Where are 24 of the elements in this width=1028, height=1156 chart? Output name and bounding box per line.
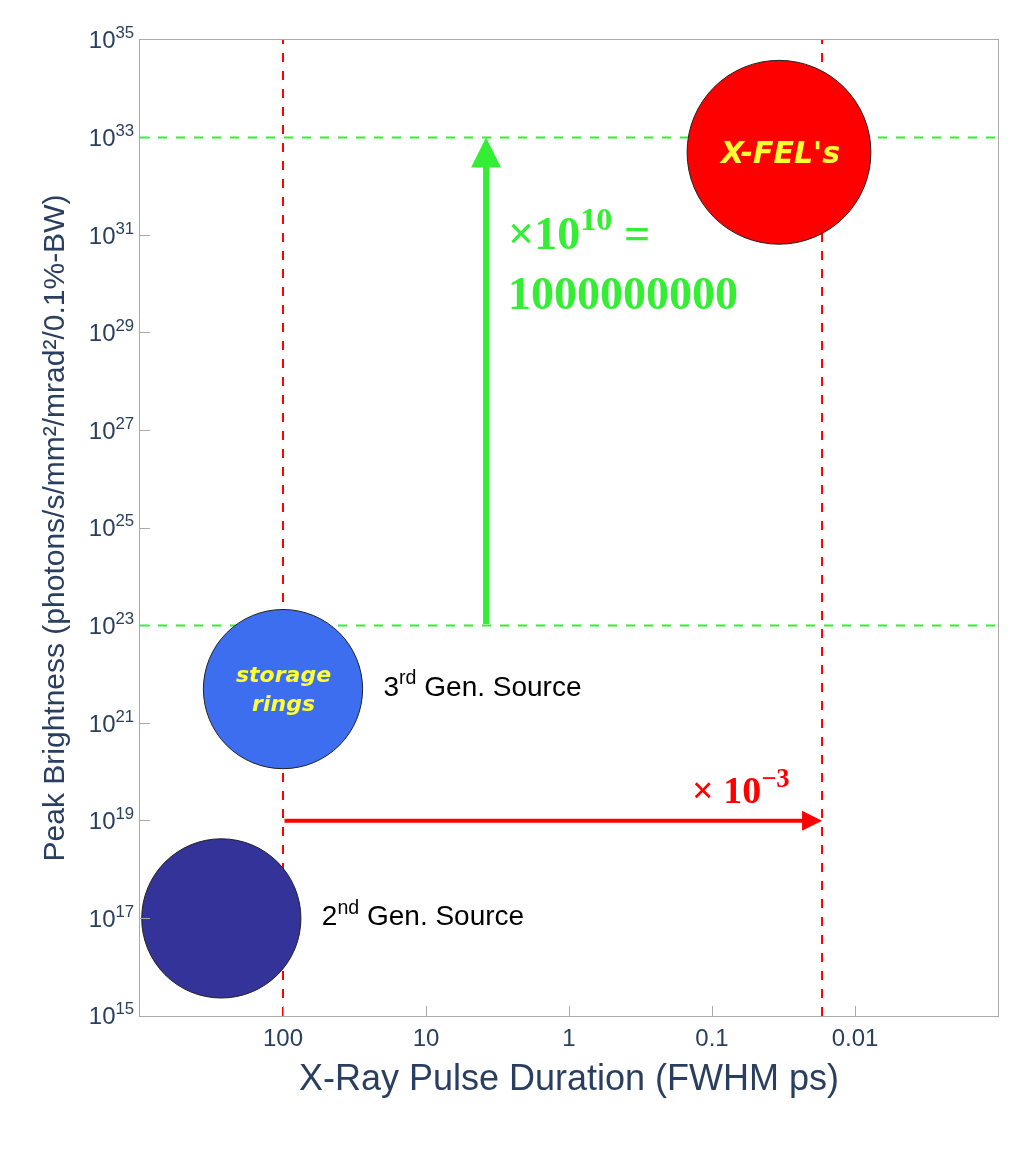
- y-tick-label: 10$^{27}$: [88, 413, 135, 444]
- y-tick-label: 10$^{33}$: [88, 120, 135, 151]
- series-label: 2$^{nd}$ Gen. Source: [321, 895, 525, 932]
- y-tick-label: 10$^{31}$: [88, 218, 135, 249]
- y-tick-label: 10$^{29}$: [88, 316, 135, 347]
- annotation: X-FEL's: [719, 135, 841, 170]
- x-tick-label: 0.01: [831, 1023, 879, 1051]
- y-tick-label: 10$^{25}$: [88, 511, 135, 542]
- x-axis-title: X-Ray Pulse Duration (FWHM ps): [298, 1057, 840, 1099]
- y-tick-label: 10$^{35}$: [88, 23, 135, 54]
- annotation: × 10$^{−3}$: [692, 763, 790, 811]
- series-label: 3$^{rd}$ Gen. Source: [383, 666, 582, 703]
- annotation: storage rings: [236, 662, 332, 716]
- x-tick-label: 100: [262, 1023, 304, 1051]
- y-tick-label: 10$^{21}$: [88, 706, 135, 737]
- y-tick-label: 10$^{17}$: [88, 901, 135, 932]
- y-axis-title: Peak Brightness (photons/s/mm²/mrad²/0.1%-BW): [36, 194, 70, 862]
- annotation: ×10$^{10}$ = 1000000000: [508, 201, 738, 320]
- x-tick-label: 10: [412, 1023, 440, 1051]
- y-tick-label: 10$^{23}$: [88, 608, 135, 639]
- x-tick-label: 1: [562, 1023, 576, 1051]
- y-tick-label: 10$^{15}$: [88, 999, 135, 1030]
- x-tick-label: 0.1: [695, 1023, 729, 1051]
- y-tick-label: 10$^{19}$: [88, 804, 135, 835]
